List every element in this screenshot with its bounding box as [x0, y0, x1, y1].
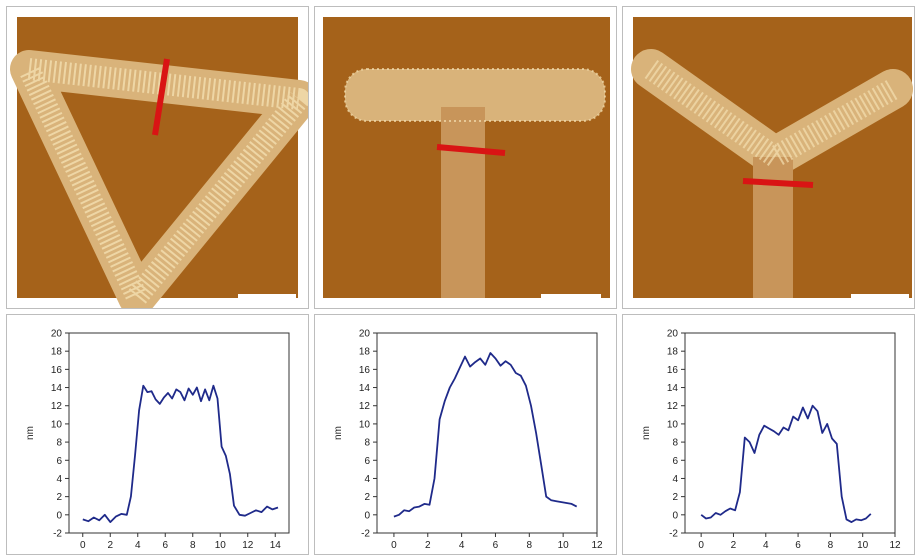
y-tick-label: 16 — [359, 365, 371, 376]
height-profile-chart-3: -202468101214161820024681012µmnm — [622, 314, 915, 556]
y-tick-label: 2 — [56, 492, 62, 503]
x-tick-label: 10 — [558, 540, 570, 551]
height-profile-chart-2: -202468101214161820024681012µmnm — [314, 314, 617, 556]
height-profile-series-line — [700, 404, 872, 524]
height-profile-line — [436, 144, 506, 156]
y-tick-label: 6 — [56, 456, 62, 467]
x-tick-label: 12 — [591, 540, 603, 551]
y-tick-label: 12 — [359, 401, 371, 412]
x-tick-label: 8 — [527, 540, 533, 551]
y-tick-label: 8 — [56, 438, 62, 449]
scale-bar — [238, 294, 296, 299]
afm-image-triangle — [10, 17, 308, 308]
y-tick-label: 2 — [672, 492, 678, 503]
y-tick-label: 14 — [359, 383, 371, 394]
scale-bar — [851, 294, 909, 299]
y-tick-label: 10 — [359, 419, 371, 430]
height-profile-plot-3: -202468101214161820024681012µmnm — [641, 329, 901, 556]
x-tick-label: 12 — [889, 540, 901, 551]
x-tick-label: 8 — [190, 540, 196, 551]
scale-bar — [541, 294, 601, 299]
x-tick-label: 6 — [162, 540, 168, 551]
y-tick-label: -2 — [53, 529, 62, 540]
y-axis-label: nm — [25, 426, 36, 440]
y-tick-label: 0 — [56, 510, 62, 521]
y-tick-label: 14 — [667, 383, 679, 394]
plot-frame — [68, 332, 290, 534]
x-tick-label: 12 — [242, 540, 254, 551]
y-tick-label: 10 — [667, 419, 679, 430]
x-tick-label: 6 — [795, 540, 801, 551]
x-tick-label: 10 — [857, 540, 869, 551]
y-tick-label: 8 — [672, 438, 678, 449]
y-tick-label: 0 — [364, 510, 370, 521]
y-tick-label: 10 — [51, 419, 63, 430]
x-tick-label: 14 — [270, 540, 282, 551]
y-tick-label: 6 — [672, 456, 678, 467]
plot-frame — [684, 332, 896, 534]
y-tick-label: 8 — [364, 438, 370, 449]
y-tick-label: 12 — [51, 401, 63, 412]
x-tick-label: 4 — [763, 540, 769, 551]
afm-structure-t-bar — [345, 69, 605, 121]
y-tick-label: 18 — [359, 347, 371, 358]
x-tick-label: 6 — [493, 540, 499, 551]
y-tick-label: 20 — [359, 329, 371, 340]
y-tick-label: 20 — [51, 329, 63, 340]
afm-structure-texture — [644, 60, 899, 168]
y-tick-label: 2 — [364, 492, 370, 503]
height-profile-series-line — [393, 352, 578, 518]
x-tick-label: 0 — [391, 540, 397, 551]
y-tick-label: 4 — [56, 474, 62, 485]
y-axis-label: nm — [333, 426, 344, 440]
y-tick-label: 4 — [364, 474, 370, 485]
height-profile-line — [152, 58, 170, 136]
y-tick-label: 18 — [667, 347, 679, 358]
x-tick-label: 8 — [828, 540, 834, 551]
y-tick-label: 12 — [667, 401, 679, 412]
afm-image-panel-t — [314, 6, 617, 309]
afm-image-panel-triangle — [6, 6, 309, 309]
y-tick-label: 16 — [51, 365, 63, 376]
x-tick-label: 10 — [215, 540, 227, 551]
y-tick-label: 18 — [51, 347, 63, 358]
afm-image-t — [323, 17, 610, 299]
y-tick-label: 4 — [672, 474, 678, 485]
afm-image-panel-y — [622, 6, 915, 309]
plot-frame — [376, 332, 598, 534]
y-tick-label: 14 — [51, 383, 63, 394]
x-tick-label: 0 — [698, 540, 704, 551]
height-profile-line — [742, 178, 814, 188]
height-profile-plot-1: -20246810121416182002468101214µmnm — [25, 329, 290, 556]
afm-structure-texture — [344, 68, 606, 122]
x-tick-label: 2 — [107, 540, 113, 551]
x-tick-label: 4 — [135, 540, 141, 551]
y-tick-label: 16 — [667, 365, 679, 376]
x-tick-label: 4 — [459, 540, 465, 551]
y-axis-label: nm — [641, 426, 652, 440]
x-tick-label: 0 — [80, 540, 86, 551]
y-tick-label: 6 — [364, 456, 370, 467]
afm-structure-t-stem — [441, 107, 485, 298]
y-tick-label: 20 — [667, 329, 679, 340]
height-profile-series-line — [82, 384, 279, 524]
y-tick-label: -2 — [361, 529, 370, 540]
height-profile-chart-1: -20246810121416182002468101214µmnm — [6, 314, 309, 556]
x-tick-label: 2 — [425, 540, 431, 551]
y-tick-label: 0 — [672, 510, 678, 521]
afm-image-y — [631, 17, 913, 299]
y-tick-label: -2 — [669, 529, 678, 540]
height-profile-plot-2: -202468101214161820024681012µmnm — [333, 329, 603, 556]
x-tick-label: 2 — [731, 540, 737, 551]
